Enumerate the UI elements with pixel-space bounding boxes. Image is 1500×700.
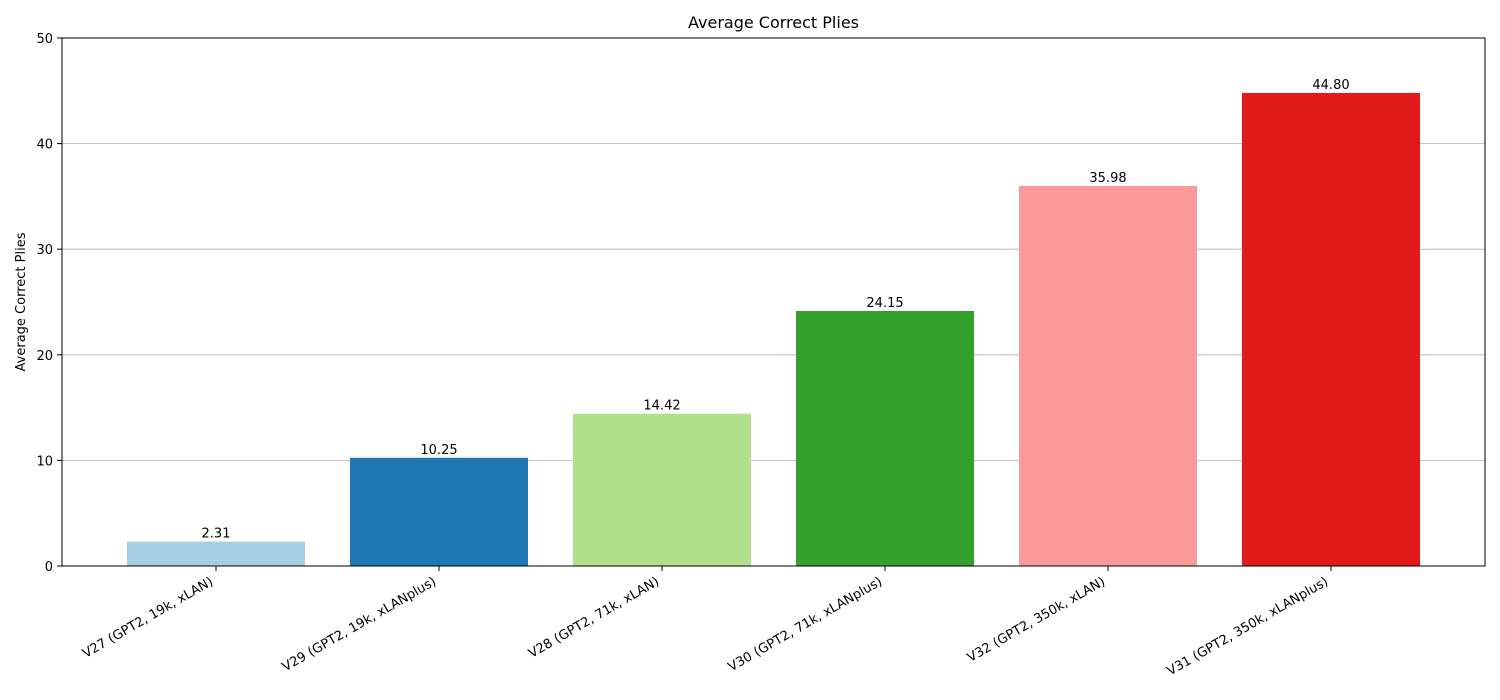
y-tick-label: 30 — [36, 243, 53, 258]
bars — [127, 92, 1420, 567]
y-tick-label: 50 — [36, 32, 53, 47]
bar-value-label: 2.31 — [202, 527, 231, 542]
x-tick-label: V28 (GPT2, 71k, xLAN) — [526, 574, 662, 661]
x-tick-label: V29 (GPT2, 19k, xLANplus) — [280, 574, 439, 675]
bar-value-label: 14.42 — [643, 399, 680, 414]
x-tick-label: V31 (GPT2, 350k, xLANplus) — [1165, 574, 1331, 679]
y-tick-label: 0 — [45, 560, 53, 575]
bar — [350, 457, 528, 566]
plot-frame — [61, 37, 1486, 567]
data-labels: 2.31 10.25 14.42 24.15 35.98 44.80 — [202, 78, 1350, 542]
bar — [1242, 92, 1420, 567]
bar-value-label: 24.15 — [866, 296, 903, 311]
chart-title: Average Correct Plies — [688, 13, 859, 32]
bar-value-label: 10.25 — [420, 443, 457, 458]
y-tick-label: 40 — [36, 138, 53, 153]
y-axis-label: Average Correct Plies — [14, 232, 29, 371]
bar — [796, 310, 974, 566]
x-tick-label: V30 (GPT2, 71k, xLANplus) — [726, 574, 885, 675]
y-tick-label: 20 — [36, 349, 53, 364]
x-tick-label: V32 (GPT2, 350k, xLAN) — [965, 574, 1108, 665]
bar — [1019, 186, 1197, 566]
bar — [127, 541, 305, 566]
bar-value-label: 44.80 — [1312, 78, 1349, 93]
y-tick-label: 10 — [36, 454, 53, 469]
bar-value-label: 35.98 — [1089, 171, 1126, 186]
x-tick-label: V27 (GPT2, 19k, xLAN) — [80, 574, 216, 661]
bar — [573, 413, 751, 566]
